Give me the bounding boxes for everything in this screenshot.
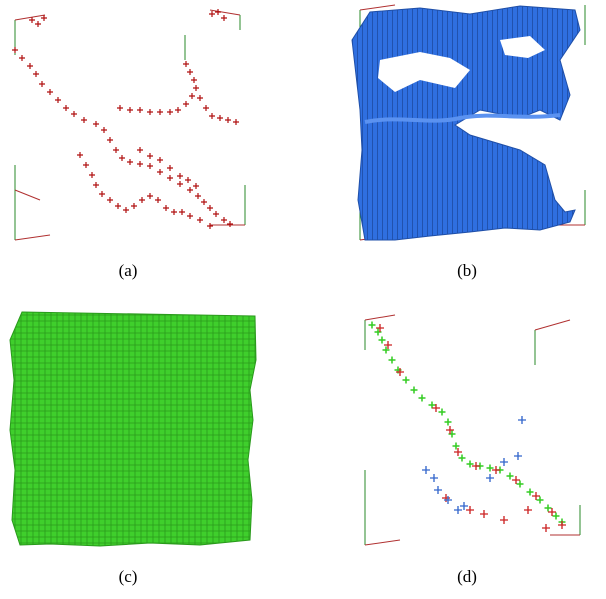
panel-c: (c) — [10, 312, 256, 586]
axes-frame — [15, 10, 245, 240]
panel-b: (b) — [352, 5, 585, 280]
point-cloud — [80, 155, 210, 226]
point-cloud — [426, 420, 522, 510]
panel-d: (d) — [365, 315, 580, 586]
voxel-surface — [352, 6, 580, 240]
axes-frame — [365, 315, 580, 545]
figure: (a) (b) (c) (d) — [0, 0, 606, 599]
page: (a) (b) (c) (d) (() => { const data = JS… — [0, 0, 606, 599]
point-cloud — [32, 12, 224, 186]
panel-a: (a) — [15, 10, 245, 280]
panel-label: (a) — [119, 261, 138, 280]
point-cloud — [15, 50, 230, 224]
point-cloud — [372, 325, 562, 522]
panel-label: (c) — [119, 567, 138, 586]
panel-label: (d) — [457, 567, 477, 586]
panel-label: (b) — [457, 261, 477, 280]
point-cloud — [120, 88, 236, 122]
voxel-block — [10, 312, 256, 546]
